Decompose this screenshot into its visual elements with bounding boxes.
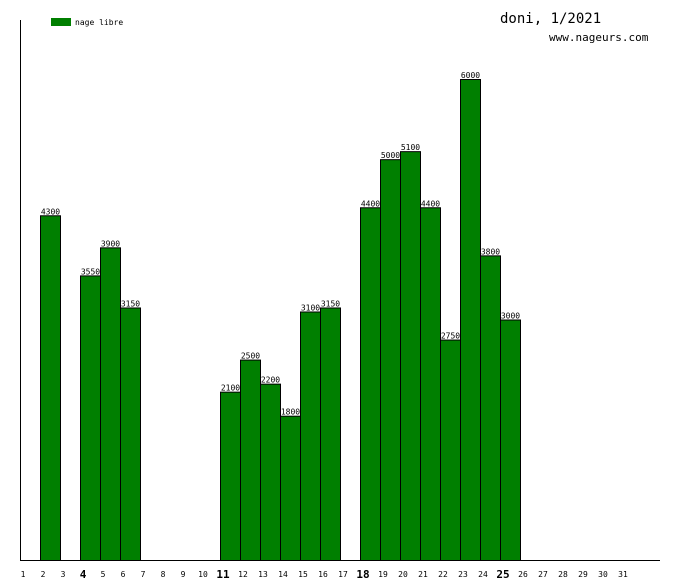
- legend-label: nage libre: [75, 18, 123, 27]
- bar-day-2: [40, 215, 61, 562]
- x-tick-label-22: 22: [438, 570, 448, 579]
- bar-day-23: [460, 79, 481, 561]
- value-label-day-15: 3100: [301, 303, 320, 312]
- x-tick-label-25: 25: [496, 568, 509, 580]
- x-tick-label-20: 20: [398, 570, 408, 579]
- bar-day-13: [260, 383, 281, 561]
- value-label-day-2: 4300: [41, 207, 60, 216]
- x-tick-label-5: 5: [101, 570, 106, 579]
- value-label-day-24: 3800: [481, 247, 500, 256]
- bar-day-15: [300, 311, 321, 561]
- x-tick-labels: 1 2 3 4 5 6 7 8 9 10 11 12 13 14 15 16 17 18 19 20 21 22 23 24 2…: [21, 568, 628, 580]
- x-tick-label-12: 12: [238, 570, 248, 579]
- legend: nage libre: [51, 18, 123, 27]
- bar-day-21: [420, 207, 441, 561]
- bar-day-25: [500, 319, 521, 561]
- x-tick-label-24: 24: [478, 570, 488, 579]
- value-label-day-21: 4400: [421, 199, 440, 208]
- x-tick-label-16: 16: [318, 570, 328, 579]
- x-tick-label-13: 13: [258, 570, 268, 579]
- chart-title: doni, 1/2021: [500, 11, 601, 27]
- x-tick-label-4: 4: [80, 568, 87, 580]
- x-tick-label-11: 11: [216, 568, 230, 580]
- bar-day-11: [220, 391, 241, 561]
- x-tick-label-14: 14: [278, 570, 288, 579]
- x-tick-label-10: 10: [198, 570, 208, 579]
- value-label-day-18: 4400: [361, 199, 380, 208]
- bar-day-24: [480, 255, 501, 561]
- x-tick-label-2: 2: [41, 570, 46, 579]
- value-label-day-14: 1800: [281, 408, 300, 417]
- bar-day-6: [120, 307, 141, 561]
- value-label-day-16: 3150: [321, 299, 340, 308]
- value-label-day-4: 3550: [81, 267, 100, 276]
- x-tick-label-27: 27: [538, 570, 548, 579]
- bar-day-4: [80, 275, 101, 561]
- bar-day-5: [100, 247, 121, 561]
- value-label-day-6: 3150: [121, 299, 140, 308]
- value-label-day-13: 2200: [261, 376, 280, 385]
- bars: [40, 79, 521, 562]
- x-tick-label-6: 6: [121, 570, 126, 579]
- value-label-day-5: 3900: [101, 239, 120, 248]
- x-tick-label-31: 31: [618, 570, 628, 579]
- value-label-day-20: 5100: [401, 143, 420, 152]
- x-tick-label-18: 18: [356, 568, 369, 580]
- x-tick-label-17: 17: [338, 570, 348, 579]
- value-label-day-12: 2500: [241, 352, 260, 361]
- site-url: www.nageurs.com: [549, 31, 649, 44]
- x-tick-label-29: 29: [578, 570, 588, 579]
- x-tick-label-30: 30: [598, 570, 608, 579]
- x-tick-label-1: 1: [21, 570, 26, 579]
- bar-day-16: [320, 307, 341, 561]
- bar-day-14: [280, 415, 301, 562]
- bar-day-22: [440, 339, 461, 561]
- x-tick-label-23: 23: [458, 570, 468, 579]
- bar-day-18: [360, 207, 381, 561]
- x-tick-label-21: 21: [418, 570, 428, 579]
- legend-swatch: [51, 18, 71, 26]
- bar-day-19: [380, 159, 401, 562]
- x-tick-label-19: 19: [378, 570, 388, 579]
- bar-day-20: [400, 151, 421, 561]
- value-label-day-19: 5000: [381, 151, 400, 160]
- x-tick-label-7: 7: [141, 570, 146, 579]
- value-label-day-22: 2750: [441, 332, 460, 341]
- bar-day-12: [240, 359, 261, 562]
- value-label-day-23: 6000: [461, 71, 480, 80]
- value-label-day-25: 3000: [501, 312, 520, 321]
- x-tick-label-8: 8: [161, 570, 166, 579]
- x-tick-label-9: 9: [181, 570, 186, 579]
- x-tick-label-3: 3: [61, 570, 66, 579]
- x-tick-label-26: 26: [518, 570, 528, 579]
- x-tick-label-15: 15: [298, 570, 308, 579]
- value-label-day-11: 2100: [221, 384, 240, 393]
- x-tick-label-28: 28: [558, 570, 568, 579]
